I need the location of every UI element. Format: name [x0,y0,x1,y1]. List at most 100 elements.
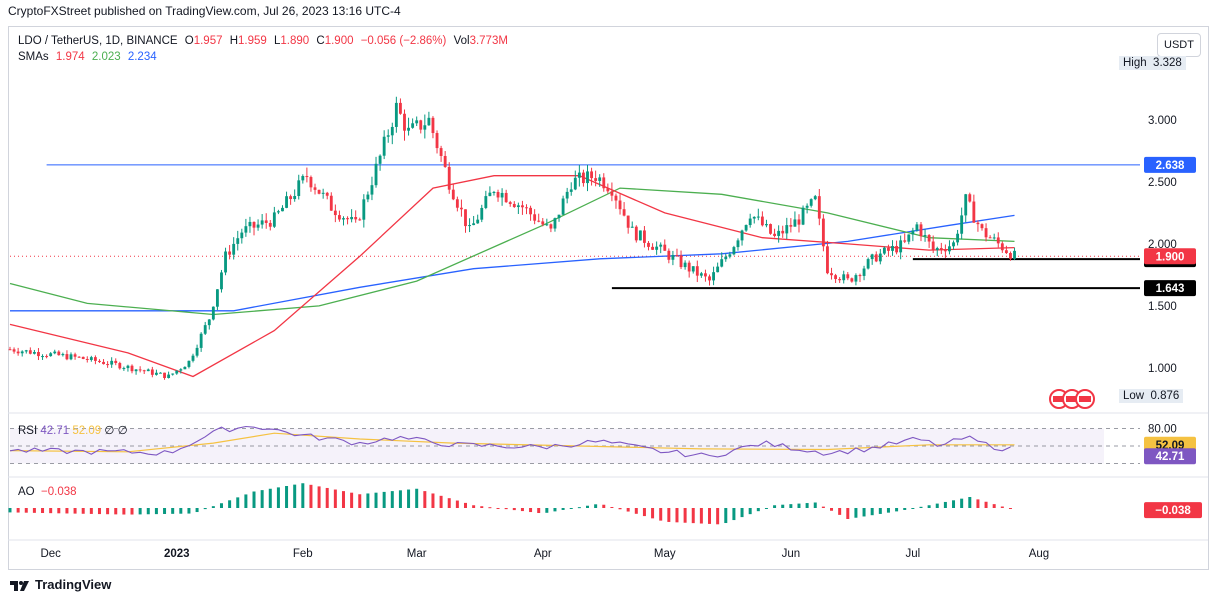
candle-body [732,247,736,255]
candle-body [77,356,81,358]
candle-body [561,198,565,215]
candle-body [455,199,459,208]
candle-body [956,233,960,243]
candle-body [716,266,720,273]
candle-body [439,148,443,156]
candle-body [460,207,463,210]
candle-body [309,177,313,188]
time-axis-label: Aug [1029,548,1049,560]
candle-body [386,135,390,137]
sma-label[interactable]: SMAs [18,51,49,63]
ao-legend-value: −0.038 [41,486,77,498]
candle-body [244,226,248,233]
ao-bar [911,508,915,509]
ao-bar [529,508,533,513]
sma-green-line [9,187,1015,316]
ao-bar [805,503,809,508]
candle-body [342,218,345,220]
candle-body [183,366,187,370]
candle-body [695,266,699,276]
candle-body [931,241,935,251]
candle-body [207,319,211,326]
symbol-label[interactable]: LDO / TetherUS, 1D, BINANCE [18,35,178,47]
candle-body [81,356,85,359]
candle-body [882,247,886,254]
chart-frame [8,26,1209,570]
candle-body [573,177,577,190]
candle-body [215,289,219,307]
candle-body [464,209,467,227]
candle-body [939,248,943,251]
candle-body [748,218,752,226]
candle-body [671,255,675,260]
ao-bar [163,508,167,514]
rsi-label[interactable]: RSI [18,425,38,437]
candle-body [407,127,410,131]
candle-body [866,259,870,269]
candle-body [541,221,545,225]
rsi-legend: RSI 42.71 52.09 ∅ ∅ [18,423,128,437]
ao-bar [203,508,207,510]
candle-body [65,354,69,360]
candle-body [504,192,508,203]
time-axis-label: 2023 [164,548,190,560]
candle-body [114,360,118,364]
ao-bar [374,492,378,508]
low-box-label: Low [1123,390,1145,402]
ao-bar [219,503,223,508]
ao-label[interactable]: AO [18,486,35,498]
ao-bar [146,508,150,515]
ao-bar [390,491,394,508]
candle-body [659,244,663,247]
open-value: 1.957 [193,35,223,47]
candle-body [321,192,325,194]
tradingview-footer[interactable]: TradingView [10,577,111,592]
currency-button[interactable]: USDT [1157,33,1201,57]
candle-body [785,225,789,234]
ao-bar [943,501,947,508]
ao-bar [740,508,744,518]
candle-body [996,237,1000,244]
candle-body [159,372,162,374]
ao-bar [602,504,606,508]
candle-body [126,365,130,369]
candle-body [171,373,175,375]
rsi-level-label: 80.00 [1148,424,1177,436]
candle-body [565,191,569,199]
candle-body [248,221,252,227]
candle-body [744,225,748,231]
ao-bar [415,488,419,508]
ao-bar [211,506,215,508]
candle-body [765,224,768,226]
ao-bar [65,508,69,514]
candle-body [329,195,333,211]
candle-body [305,176,309,178]
candle-body [195,347,199,356]
candle-body [53,351,57,354]
candle-body [480,207,484,220]
ao-bar [24,508,28,513]
candle-body [740,230,744,241]
candle-body [394,102,398,127]
candle-body [512,203,516,208]
ao-bar [586,505,590,508]
candle-body [93,357,97,361]
candle-body [736,240,740,248]
candle-body [1013,250,1016,259]
sma-legend: SMAs 1.974 2.023 2.234 [18,51,157,63]
candle-body [724,256,728,260]
ao-bar [708,508,712,524]
candle-body [529,207,532,215]
candle-body [557,214,561,219]
candle-body [20,351,24,354]
ao-bar [358,494,362,508]
ao-bar [537,508,541,514]
candle-body [590,171,593,179]
candle-body [549,224,553,229]
candle-body [842,274,846,281]
ao-bar [732,508,736,521]
candle-body [16,351,20,354]
candle-body [598,177,602,181]
ao-bar [634,508,638,514]
